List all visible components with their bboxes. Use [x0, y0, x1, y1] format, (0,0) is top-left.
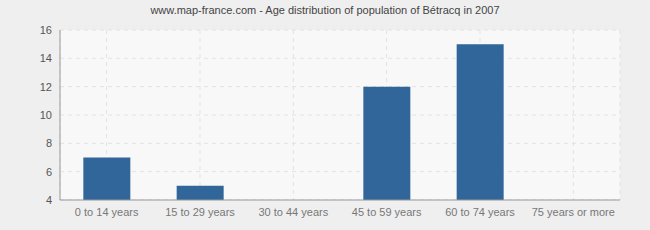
svg-text:4: 4	[46, 194, 52, 206]
svg-text:10: 10	[40, 109, 52, 121]
svg-text:60 to 74 years: 60 to 74 years	[445, 206, 515, 218]
svg-text:14: 14	[40, 52, 52, 64]
svg-text:45 to 59 years: 45 to 59 years	[352, 206, 422, 218]
svg-text:12: 12	[40, 81, 52, 93]
svg-text:16: 16	[40, 24, 52, 36]
svg-text:0 to 14 years: 0 to 14 years	[75, 206, 139, 218]
html-text:www.map-france.com - Age distr: www.map-france.com - Age distribution of…	[150, 4, 500, 16]
svg-text:30 to 44 years: 30 to 44 years	[258, 206, 328, 218]
svg-text:15 to 29 years: 15 to 29 years	[165, 206, 235, 218]
svg-text:75 years or more: 75 years or more	[532, 206, 615, 218]
svg-text:8: 8	[46, 137, 52, 149]
svg-text:6: 6	[46, 166, 52, 178]
